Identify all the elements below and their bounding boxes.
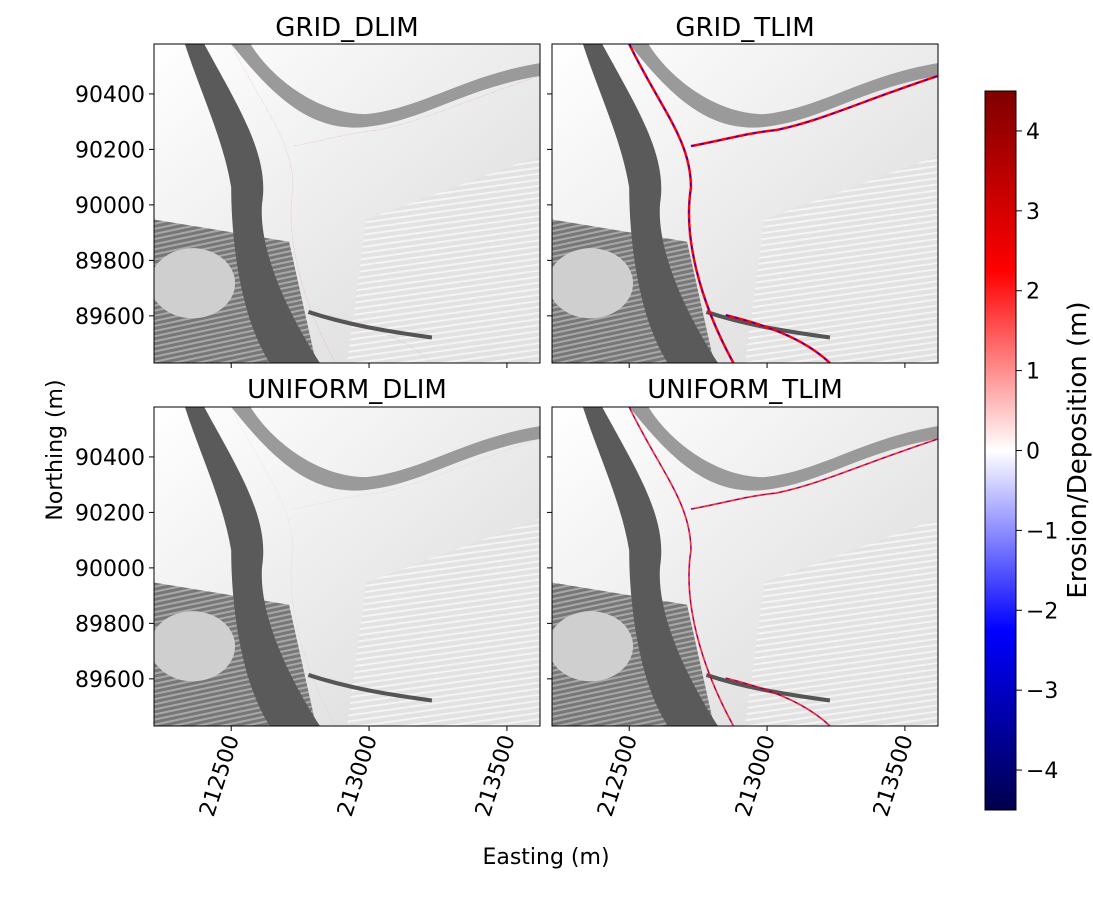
erosion-fringe bbox=[292, 438, 540, 510]
deposition-fringe bbox=[231, 407, 336, 726]
x-axis-label: Easting (m) bbox=[482, 845, 609, 870]
colorbar bbox=[984, 90, 1017, 811]
x-tick-label: 213500 bbox=[471, 732, 521, 820]
hillshade bbox=[552, 407, 938, 726]
panel-title-1: GRID_DLIM bbox=[275, 13, 419, 43]
erosion-fringe bbox=[231, 407, 336, 726]
x-tick-label: 213000 bbox=[333, 732, 383, 820]
erosion-fringe bbox=[327, 678, 432, 726]
lake bbox=[154, 248, 236, 319]
y-tick-label: 90400 bbox=[75, 83, 145, 108]
erosion-fringe bbox=[628, 407, 734, 726]
ridge-band bbox=[231, 44, 540, 128]
y-tick-label: 89800 bbox=[75, 249, 145, 274]
colorbar-tick-label: −2 bbox=[1026, 599, 1058, 624]
erosion-fringe bbox=[725, 677, 831, 726]
erosion-fringe bbox=[690, 75, 938, 147]
valley-slope bbox=[184, 407, 320, 726]
y-tick-label: 90200 bbox=[75, 138, 145, 163]
x-tick-label: 212500 bbox=[593, 732, 643, 820]
deposition-fringe bbox=[327, 678, 432, 726]
colorbar-tick-label: 2 bbox=[1026, 280, 1040, 305]
colorbar-tick-label: 0 bbox=[1026, 440, 1040, 465]
lake bbox=[154, 611, 236, 682]
colorbar-ticks: 4 3 2 1 0 −1 −2 −3 −4 bbox=[1016, 120, 1058, 784]
erosion-fringe bbox=[231, 44, 336, 363]
valley-slope bbox=[582, 407, 718, 726]
y-tick-label: 90400 bbox=[75, 446, 145, 471]
x-tick-label: 213000 bbox=[731, 732, 781, 820]
y-tick-label: 89600 bbox=[75, 305, 145, 330]
erosion-fringe bbox=[725, 314, 831, 363]
panel-1 bbox=[153, 43, 541, 364]
y-tick-label: 89600 bbox=[75, 668, 145, 693]
hillshade bbox=[552, 44, 938, 363]
x-tick-label: 212500 bbox=[195, 732, 245, 820]
y-tick-label: 90000 bbox=[75, 557, 145, 582]
colorbar-tick-label: 4 bbox=[1026, 120, 1040, 145]
ridge-band bbox=[629, 44, 938, 128]
panel-3 bbox=[153, 406, 541, 727]
striped-slope bbox=[347, 155, 540, 363]
panel-frame bbox=[551, 43, 939, 364]
valley-slope bbox=[582, 44, 718, 363]
lake bbox=[552, 611, 634, 682]
y-tick-label: 90200 bbox=[75, 501, 145, 526]
y-tick-label: 90000 bbox=[75, 194, 145, 219]
colorbar-label: Erosion/Deposition (m) bbox=[1063, 301, 1093, 598]
colorbar-tick-label: 1 bbox=[1026, 360, 1040, 385]
panel-frame bbox=[153, 406, 541, 727]
striped-slope bbox=[745, 155, 938, 363]
lake bbox=[552, 248, 634, 319]
deposition-fringe bbox=[292, 438, 540, 510]
panel-frame bbox=[153, 43, 541, 364]
erosion-fringe bbox=[690, 438, 938, 510]
hillshade bbox=[154, 44, 540, 363]
ridge-band bbox=[629, 407, 938, 491]
panel-4 bbox=[551, 406, 939, 727]
ridge-band bbox=[231, 407, 540, 491]
deposition-fringe bbox=[231, 44, 336, 363]
deposition-fringe bbox=[327, 315, 433, 363]
valley-slope bbox=[184, 44, 320, 363]
erosion-fringe bbox=[292, 75, 540, 147]
stream-line bbox=[307, 673, 433, 703]
colorbar-tick-label: −4 bbox=[1026, 759, 1058, 784]
striped-slope bbox=[347, 518, 540, 726]
erosion-fringe bbox=[327, 315, 432, 363]
colorbar-tick-label: −3 bbox=[1026, 679, 1058, 704]
erosion-fringe bbox=[628, 44, 734, 363]
y-tick-label: 89800 bbox=[75, 612, 145, 637]
panel-title-2: GRID_TLIM bbox=[675, 13, 814, 43]
map-panels bbox=[153, 43, 939, 727]
striped-slope bbox=[745, 518, 938, 726]
colorbar-tick-label: 3 bbox=[1026, 200, 1040, 225]
panel-title-3: UNIFORM_DLIM bbox=[247, 375, 447, 405]
stream-line bbox=[307, 310, 433, 340]
colorbar-tick-label: −1 bbox=[1026, 519, 1058, 544]
panel-frame bbox=[551, 406, 939, 727]
deposition-fringe bbox=[292, 75, 540, 147]
panel-2 bbox=[551, 43, 939, 364]
y-axis-label: Northing (m) bbox=[43, 379, 68, 520]
hillshade bbox=[154, 407, 540, 726]
panel-title-4: UNIFORM_TLIM bbox=[647, 375, 843, 405]
x-tick-label: 213500 bbox=[869, 732, 919, 820]
